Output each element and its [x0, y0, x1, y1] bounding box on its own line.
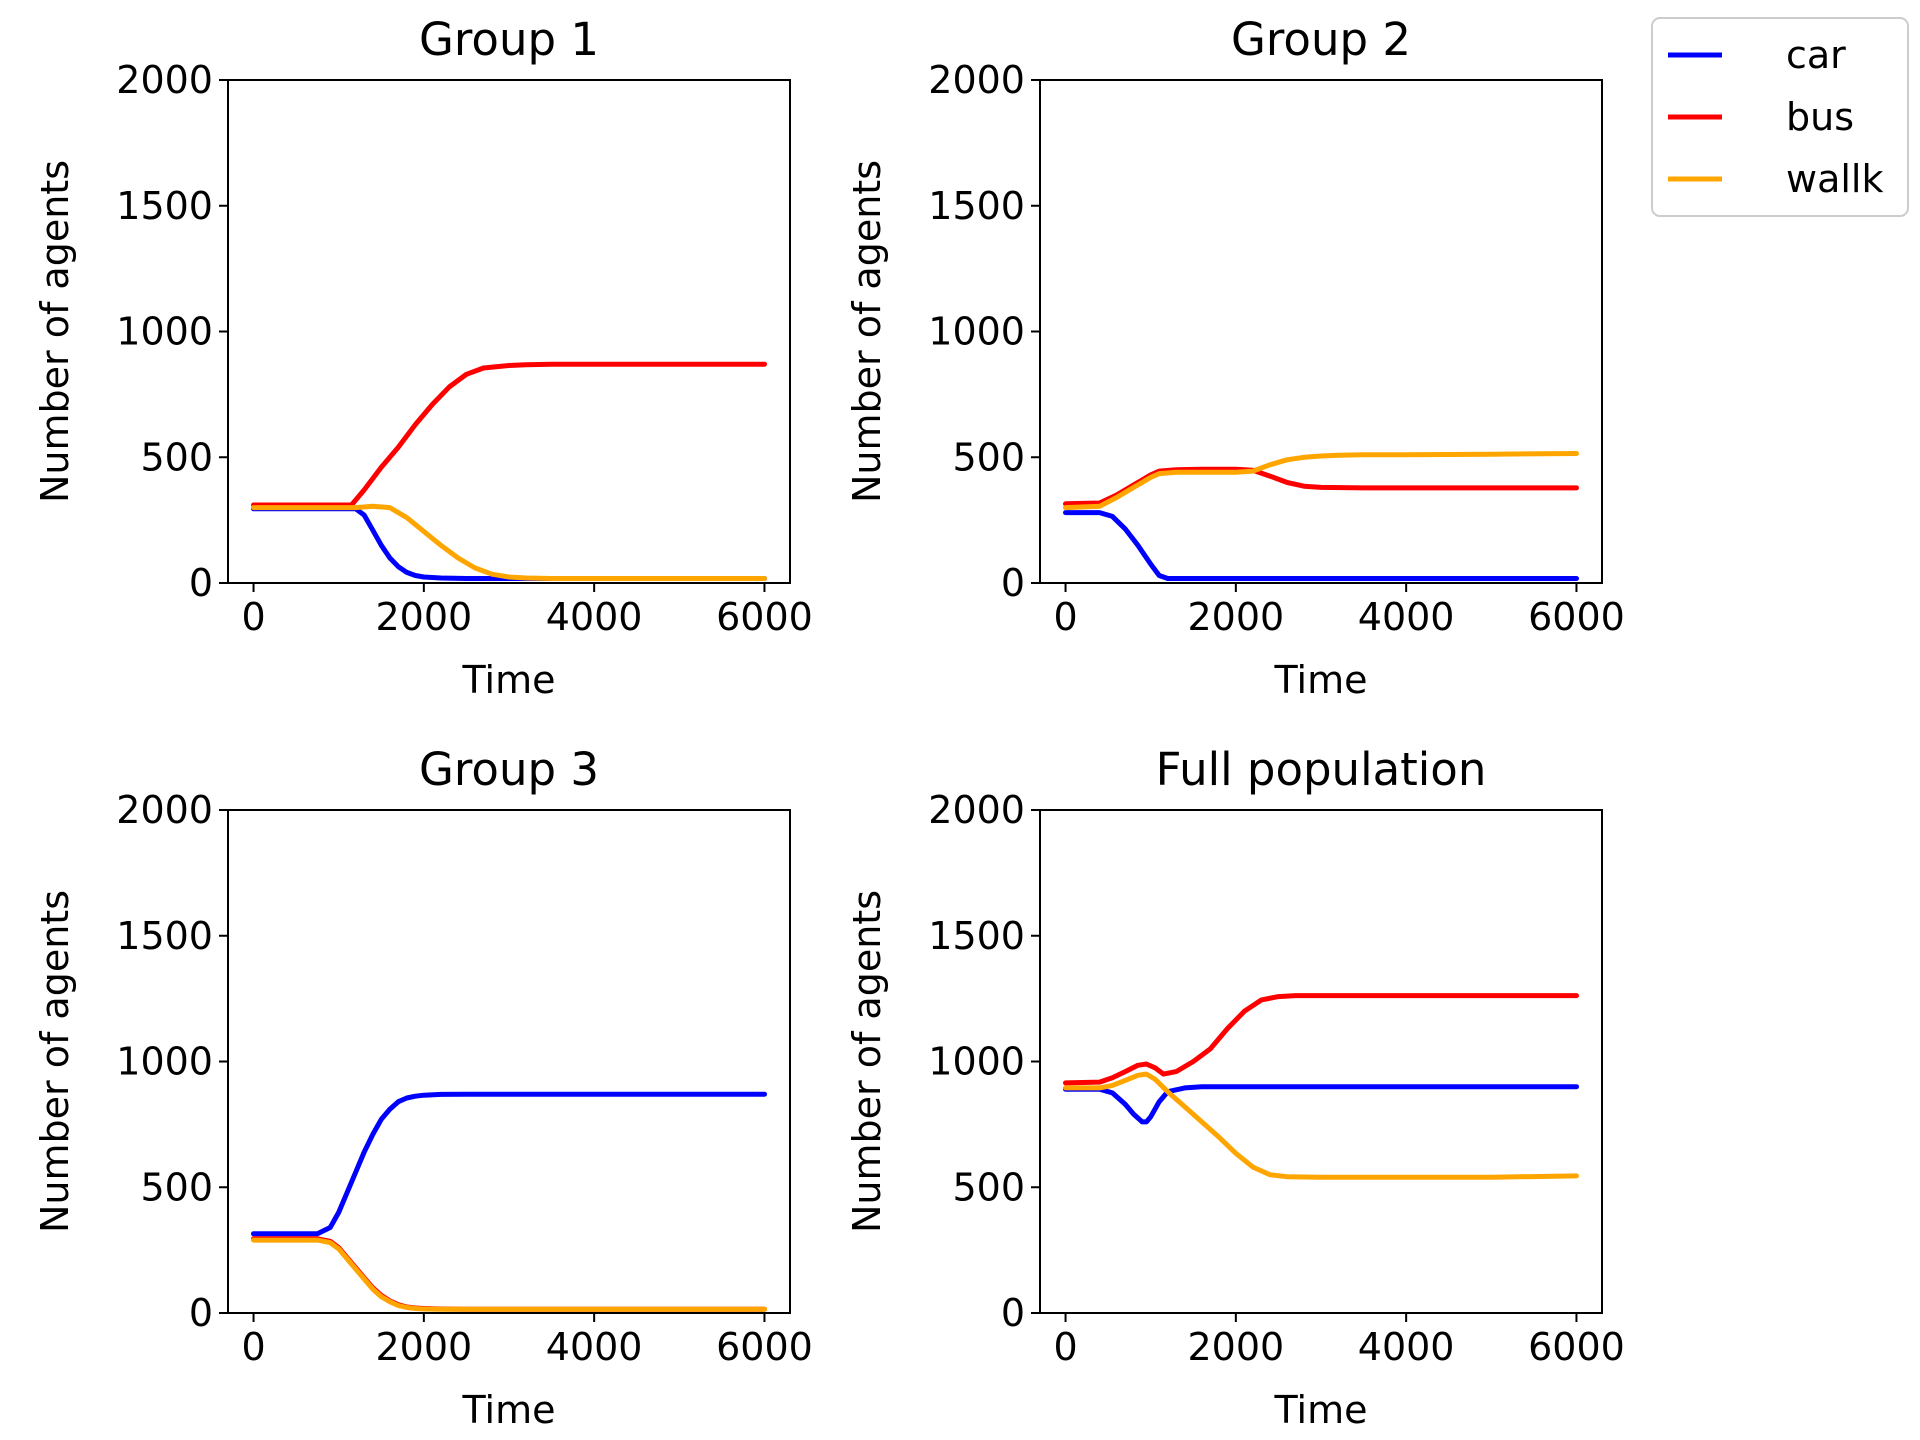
legend-label-car: car — [1786, 33, 1846, 77]
x-tick-label: 4000 — [546, 595, 643, 639]
y-tick-label: 500 — [952, 435, 1025, 479]
x-tick-label: 0 — [1053, 595, 1077, 639]
x-tick-label: 6000 — [716, 595, 813, 639]
chart-title: Group 1 — [419, 13, 599, 66]
x-axis-label: Time — [462, 1388, 556, 1432]
x-axis-label: Time — [1274, 658, 1368, 702]
x-axis-label: Time — [462, 658, 556, 702]
series-line-wallk — [251, 1237, 767, 1312]
series-line-car — [251, 1091, 767, 1237]
y-tick-label: 0 — [1001, 561, 1025, 605]
legend-box — [1651, 17, 1909, 217]
chart-title: Full population — [1156, 743, 1487, 796]
series-line-bus — [1063, 466, 1579, 507]
y-tick-label: 500 — [140, 435, 213, 479]
legend-label-bus: bus — [1786, 95, 1854, 139]
chart-title: Group 2 — [1231, 13, 1411, 66]
y-tick-label: 0 — [1001, 1291, 1025, 1335]
x-tick-label: 6000 — [716, 1325, 813, 1369]
y-tick-label: 1000 — [928, 310, 1025, 354]
x-tick-label: 6000 — [1528, 595, 1625, 639]
y-tick-label: 1000 — [116, 1040, 213, 1084]
y-tick-label: 1500 — [116, 184, 213, 228]
x-tick-label: 2000 — [375, 1325, 472, 1369]
series-line-car — [251, 506, 767, 581]
series-line-bus — [251, 1236, 767, 1312]
y-tick-label: 1500 — [928, 914, 1025, 958]
series-line-wallk — [251, 503, 767, 581]
y-tick-label: 500 — [952, 1165, 1025, 1209]
chart-title: Group 3 — [419, 743, 599, 796]
y-axis-label: Number of agents — [33, 160, 77, 503]
y-tick-label: 0 — [189, 561, 213, 605]
x-tick-label: 4000 — [546, 1325, 643, 1369]
y-tick-label: 500 — [140, 1165, 213, 1209]
x-axis-label: Time — [1274, 1388, 1368, 1432]
y-axis-label: Number of agents — [845, 160, 889, 503]
x-tick-label: 2000 — [1187, 1325, 1284, 1369]
series-line-wallk — [1063, 451, 1579, 511]
series-line-car — [1063, 510, 1579, 581]
x-tick-label: 2000 — [1187, 595, 1284, 639]
legend-label-wallk: wallk — [1786, 157, 1884, 201]
y-tick-label: 2000 — [928, 788, 1025, 832]
chart-panel-2: 0 2000 4000 6000 0 500 1000 1500 2000 Group 2 Time… — [845, 13, 1625, 702]
y-axis-label: Number of agents — [845, 890, 889, 1233]
series-line-bus — [1063, 993, 1579, 1086]
chart-panel-3: 0 2000 4000 6000 0 500 1000 1500 2000 Group 3 Time… — [33, 743, 813, 1432]
x-tick-label: 4000 — [1358, 595, 1455, 639]
y-tick-label: 2000 — [116, 58, 213, 102]
x-tick-label: 0 — [1053, 1325, 1077, 1369]
y-tick-label: 2000 — [116, 788, 213, 832]
x-tick-label: 2000 — [375, 595, 472, 639]
y-tick-label: 1000 — [928, 1040, 1025, 1084]
legend: car bus wallk — [1651, 17, 1909, 217]
plot-frame — [1039, 809, 1603, 1314]
series-line-bus — [251, 361, 767, 508]
chart-panel-4: 0 2000 4000 6000 0 500 1000 1500 2000 Full popula… — [845, 743, 1625, 1432]
chart-panel-1: 0 2000 4000 6000 0 500 1000 1500 2000 Group 1 Time… — [33, 13, 813, 702]
x-tick-label: 6000 — [1528, 1325, 1625, 1369]
y-tick-label: 1500 — [928, 184, 1025, 228]
x-tick-label: 0 — [241, 595, 265, 639]
series-line-car — [1063, 1084, 1579, 1125]
x-tick-label: 4000 — [1358, 1325, 1455, 1369]
series-line-wallk — [1063, 1071, 1579, 1180]
y-tick-label: 1500 — [116, 914, 213, 958]
plot-frame — [1039, 79, 1603, 584]
y-tick-label: 2000 — [928, 58, 1025, 102]
y-tick-label: 0 — [189, 1291, 213, 1335]
y-tick-label: 1000 — [116, 310, 213, 354]
y-axis-label: Number of agents — [33, 890, 77, 1233]
x-tick-label: 0 — [241, 1325, 265, 1369]
